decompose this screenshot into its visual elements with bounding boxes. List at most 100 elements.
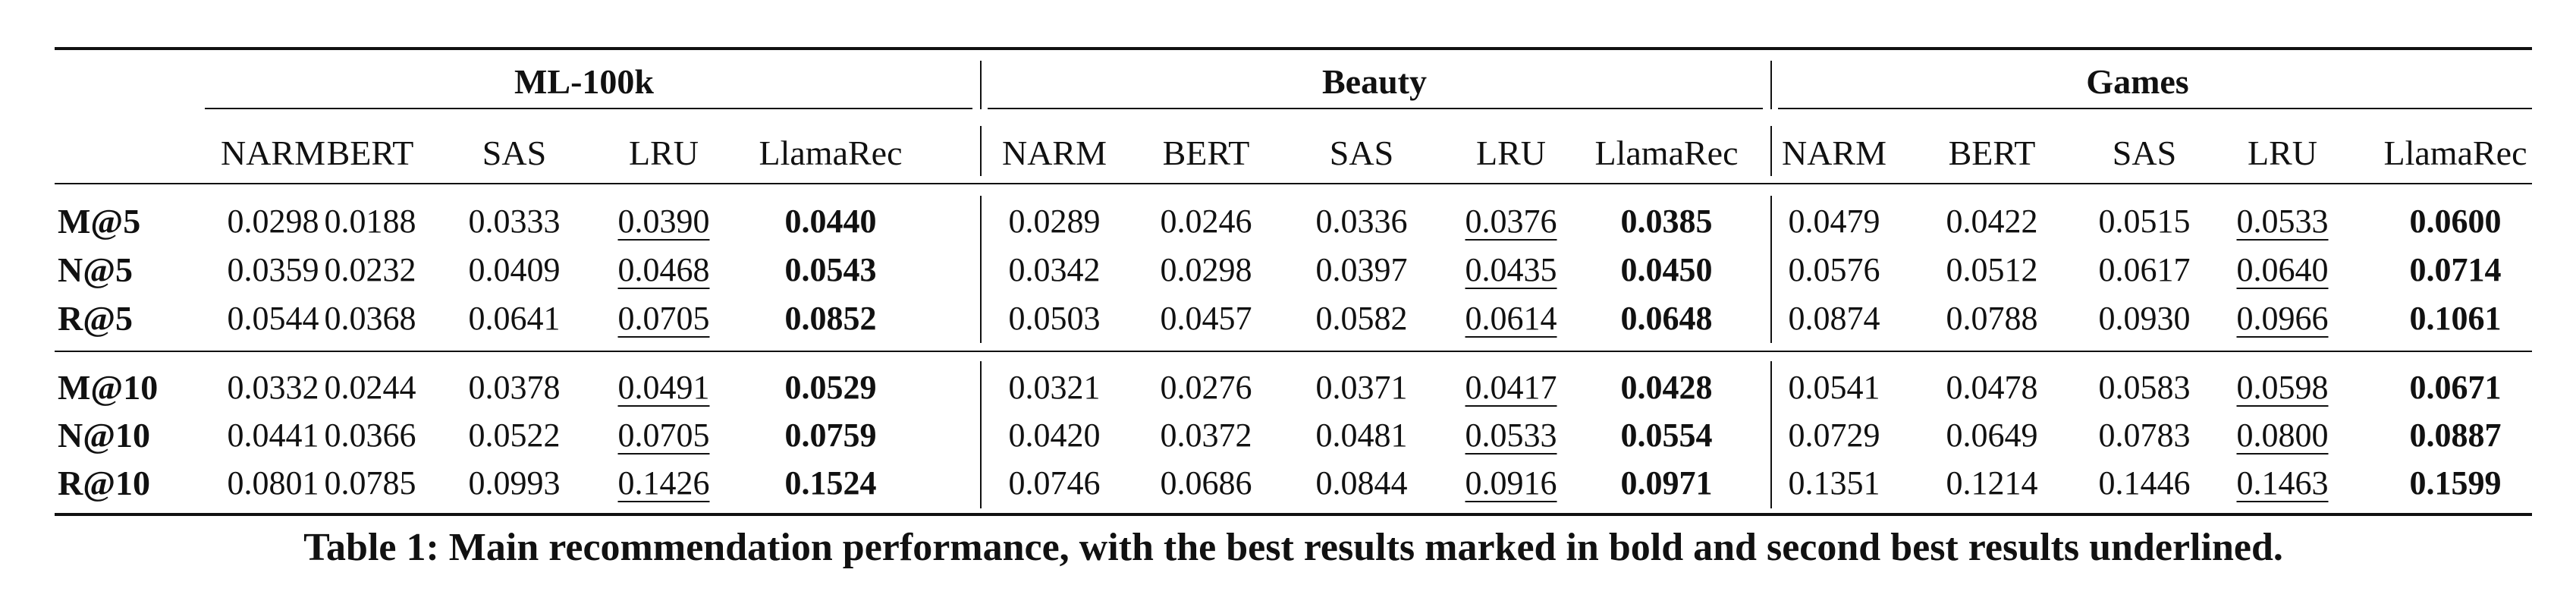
table-cell: 0.0887 (2409, 417, 2502, 454)
table-cell: 0.0441 (227, 417, 319, 454)
table-cell: 0.0533 (1465, 417, 1557, 454)
table-cell: 0.0420 (1008, 417, 1101, 454)
table-cell: 0.0371 (1315, 369, 1408, 406)
table-cell: 0.0479 (1788, 203, 1880, 240)
model-header-bert-group-1: BERT (1162, 134, 1250, 172)
model-header-narm-group-2: NARM (1781, 134, 1887, 172)
table-cell: 0.0844 (1315, 464, 1408, 502)
table-cell: 0.0522 (468, 417, 561, 454)
table-cell: 0.0422 (1946, 203, 2038, 240)
row-label: R@5 (58, 299, 134, 338)
table-cell: 0.0435 (1465, 251, 1557, 288)
table-caption: Table 1: Main recommendation performance… (303, 526, 2283, 569)
table-cell: 0.0336 (1315, 203, 1408, 240)
group-rule-games (1778, 108, 2532, 109)
table-cell: 0.0503 (1008, 300, 1101, 337)
vline-block2-2 (1770, 361, 1772, 508)
table-cell: 0.0788 (1946, 300, 2038, 337)
table-cell: 0.0533 (2236, 203, 2329, 240)
table-cell: 0.0397 (1315, 251, 1408, 288)
table-cell: 0.0649 (1946, 417, 2038, 454)
table-cell: 0.0541 (1788, 369, 1880, 406)
table-cell: 0.0289 (1008, 203, 1101, 240)
table-cell: 0.0390 (617, 203, 710, 240)
table-cell: 0.1599 (2409, 464, 2502, 502)
group-rule-ml100k (205, 108, 972, 109)
model-header-bert-group-2: BERT (1948, 134, 2036, 172)
table-cell: 0.0276 (1160, 369, 1252, 406)
table-cell: 0.0852 (784, 300, 877, 337)
table-cell: 0.0232 (324, 251, 416, 288)
table-cell: 0.0244 (324, 369, 416, 406)
table-cell: 0.0714 (2409, 251, 2502, 288)
table-cell: 0.1524 (784, 464, 877, 502)
table-cell: 0.0544 (227, 300, 319, 337)
table-cell: 0.1061 (2409, 300, 2502, 337)
table-cell: 0.0321 (1008, 369, 1101, 406)
model-header-bert-group-0: BERT (326, 134, 414, 172)
table-cell: 0.1351 (1788, 464, 1880, 502)
table-cell: 0.0188 (324, 203, 416, 240)
table-cell: 0.0641 (468, 300, 561, 337)
table-cell: 0.0342 (1008, 251, 1101, 288)
table-cell: 0.0246 (1160, 203, 1252, 240)
model-header-sas-group-1: SAS (1329, 134, 1394, 172)
table-cell: 0.0966 (2236, 300, 2329, 337)
table-cell: 0.0478 (1946, 369, 2038, 406)
table-cell: 0.0705 (617, 300, 710, 337)
model-header-llamarec-group-1: LlamaRec (1594, 134, 1739, 172)
group-header-beauty: Beauty (1322, 62, 1427, 101)
row-label: M@10 (58, 368, 159, 407)
model-header-lru-group-2: LRU (2248, 134, 2317, 172)
table-cell: 0.0378 (468, 369, 561, 406)
table-cell: 0.0686 (1160, 464, 1252, 502)
table-cell: 0.1446 (2098, 464, 2191, 502)
group-header-ml100k: ML-100k (514, 62, 654, 101)
table-cell: 0.0372 (1160, 417, 1252, 454)
table-cell: 0.0582 (1315, 300, 1408, 337)
table-cell: 0.0440 (784, 203, 877, 240)
table-cell: 0.0450 (1620, 251, 1713, 288)
bottom-rule (55, 513, 2532, 516)
table-cell: 0.0359 (227, 251, 319, 288)
vline-block2-1 (980, 361, 982, 508)
vline-header-1 (980, 61, 982, 109)
table-cell: 0.0874 (1788, 300, 1880, 337)
table-cell: 0.1463 (2236, 464, 2329, 502)
table-cell: 0.0468 (617, 251, 710, 288)
table-cell: 0.0598 (2236, 369, 2329, 406)
table-cell: 0.0428 (1620, 369, 1713, 406)
row-label: N@10 (58, 416, 151, 455)
model-header-lru-group-0: LRU (629, 134, 699, 172)
table-cell: 0.0671 (2409, 369, 2502, 406)
model-header-sas-group-0: SAS (482, 134, 547, 172)
table-cell: 0.0729 (1788, 417, 1880, 454)
table-cell: 0.0705 (617, 417, 710, 454)
table-cell: 0.0801 (227, 464, 319, 502)
table-cell: 0.1214 (1946, 464, 2038, 502)
vline-block1-1 (980, 196, 982, 343)
table-cell: 0.0515 (2098, 203, 2191, 240)
table-cell: 0.0640 (2236, 251, 2329, 288)
table-cell: 0.0617 (2098, 251, 2191, 288)
header-rule (55, 183, 2532, 184)
model-header-narm-group-1: NARM (1001, 134, 1107, 172)
model-header-narm-group-0: NARM (220, 134, 326, 172)
table-cell: 0.0368 (324, 300, 416, 337)
table-cell: 0.0648 (1620, 300, 1713, 337)
table-cell: 0.0971 (1620, 464, 1713, 502)
table-cell: 0.0409 (468, 251, 561, 288)
table-cell: 0.0554 (1620, 417, 1713, 454)
table-cell: 0.0993 (468, 464, 561, 502)
table-cell: 0.0614 (1465, 300, 1557, 337)
vline-models-2 (1770, 126, 1772, 176)
table-cell: 0.0543 (784, 251, 877, 288)
table-cell: 0.0366 (324, 417, 416, 454)
table-cell: 0.0800 (2236, 417, 2329, 454)
table-cell: 0.0916 (1465, 464, 1557, 502)
table-cell: 0.0376 (1465, 203, 1557, 240)
table-cell: 0.0385 (1620, 203, 1713, 240)
group-rule-beauty (988, 108, 1763, 109)
table-cell: 0.0298 (1160, 251, 1252, 288)
